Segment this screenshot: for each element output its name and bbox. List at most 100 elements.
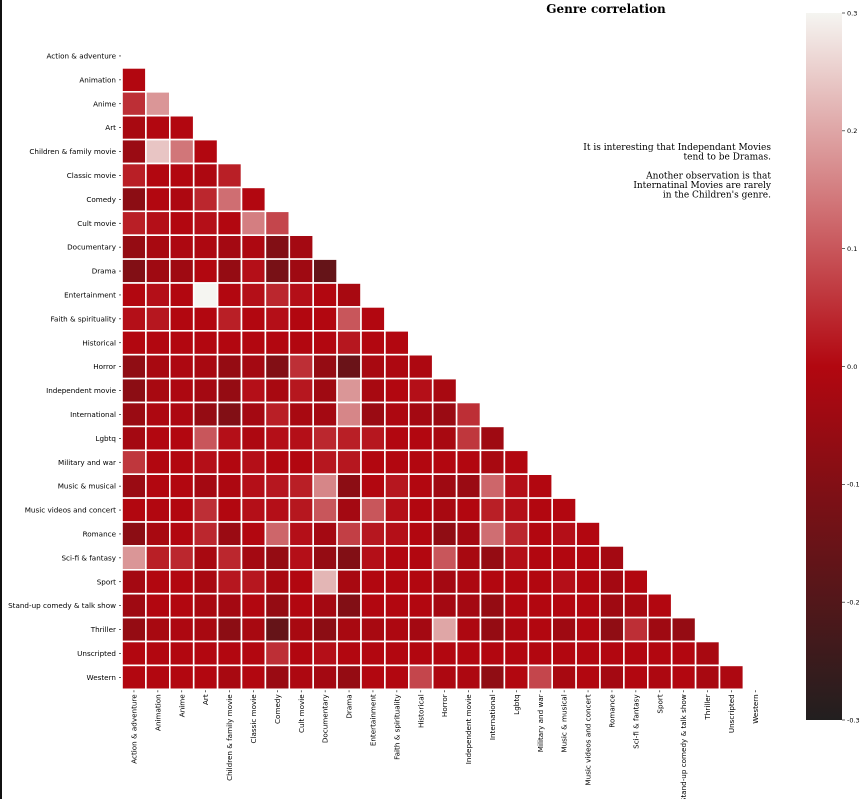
heatmap-cell-sci-fi-and-fantasy-x-independent-movie [455,545,482,571]
y-tick-label-independent-movie: Independent movie [46,386,116,395]
heatmap-cell-international-x-animation [145,401,171,428]
heatmap-cell-music-videos-and-concert-x-comedy [264,497,291,523]
heatmap-cell-drama-x-anime [169,258,195,284]
heatmap-cell-independent-movie-x-horror [431,377,458,404]
x-tick-label-action-and-adventure: Action & adventure [129,694,138,764]
heatmap-cell-international-x-children-and-family-movie [216,401,243,428]
heatmap-cell-thriller-x-sci-fi-and-fantasy [623,616,649,643]
heatmap-cell-cult-movie-x-anime [169,210,195,237]
heatmap-cell-international-x-anime [169,401,195,428]
heatmap-cell-military-and-war-x-independent-movie [455,449,482,475]
heatmap-cell-stand-up-comedy-and-talk-show-x-sci-fi-and-fantasy [623,592,649,619]
heatmap-cell-sport-x-animation [145,568,171,595]
heatmap-cell-military-and-war-x-faith-and-spirituality [384,449,410,475]
heatmap-cell-stand-up-comedy-and-talk-show-x-action-and-adventure [121,592,147,619]
y-tick-label-cult-movie: Cult movie [77,219,116,228]
heatmap-cell-horror-x-art [192,353,219,380]
heatmap-cell-thriller-x-drama [336,616,362,643]
heatmap-cell-romance-x-cult-movie [288,521,314,547]
heatmap-cell-western-x-cult-movie [288,664,314,691]
heatmap-cell-romance-x-children-and-family-movie [216,521,243,547]
heatmap-cell-classic-movie-x-animation [145,162,171,189]
heatmap-cell-sport-x-independent-movie [455,568,482,595]
heatmap-cell-sci-fi-and-fantasy-x-international [479,545,506,571]
heatmap-cell-sport-x-comedy [264,568,291,595]
heatmap-cell-music-and-musical-x-children-and-family-movie [216,473,243,499]
heatmap-cell-romance-x-faith-and-spirituality [384,521,410,547]
heatmap-cell-lgbtq-x-entertainment [360,425,386,452]
heatmap-cell-lgbtq-x-children-and-family-movie [216,425,243,452]
heatmap-cell-faith-and-spirituality-x-comedy [264,306,291,332]
colorbar-tick-label: -0.1 [847,481,860,489]
heatmap-cell-unscripted-x-art [192,640,219,667]
heatmap-cell-lgbtq-x-anime [169,425,195,452]
heatmap-cell-thriller-x-comedy [264,616,291,643]
y-tick-label-entertainment: Entertainment [64,290,116,299]
heatmap-cell-cult-movie-x-children-and-family-movie [216,210,243,237]
x-tick-label-sport: Sport [655,694,664,713]
heatmap-cell-stand-up-comedy-and-talk-show-x-art [192,592,219,619]
heatmap-cell-sport-x-music-and-musical [551,568,577,595]
heatmap-cell-unscripted-x-children-and-family-movie [216,640,243,667]
y-tick-label-documentary: Documentary [67,243,117,252]
heatmap-cell-documentary-x-art [192,234,219,260]
heatmap-cell-historical-x-action-and-adventure [121,329,147,356]
heatmap-cell-music-and-musical-x-documentary [312,473,338,499]
heatmap-cell-art-x-anime [169,114,195,141]
colorbar-tick-label: -0.2 [847,598,860,606]
heatmap-cell-children-and-family-movie-x-anime [169,138,195,165]
chart-title: Genre correlation [546,2,666,16]
heatmap-cell-military-and-war-x-art [192,449,219,475]
heatmap-cell-comedy-x-art [192,186,219,213]
heatmap-cell-unscripted-x-thriller [694,640,721,667]
heatmap-cell-historical-x-documentary [312,329,338,356]
heatmap-cell-unscripted-x-romance [599,640,625,667]
heatmap-cell-sport-x-sci-fi-and-fantasy [623,568,649,595]
heatmap-cell-military-and-war-x-entertainment [360,449,386,475]
heatmap-cell-western-x-action-and-adventure [121,664,147,691]
heatmap-cell-western-x-entertainment [360,664,386,691]
heatmap-cell-unscripted-x-sport [646,640,673,667]
y-tick-label-classic-movie: Classic movie [67,171,117,180]
heatmap-cell-documentary-x-animation [145,234,171,260]
heatmap-cell-music-and-musical-x-art [192,473,219,499]
heatmap-cell-music-and-musical-x-classic-movie [240,473,267,499]
heatmap-cell-unscripted-x-independent-movie [455,640,482,667]
heatmap-cell-independent-movie-x-documentary [312,377,338,404]
y-tick-label-international: International [70,410,116,419]
heatmap-cell-romance-x-music-videos-and-concert [575,521,601,547]
annotation-text: It is interesting that Independant Movie… [583,143,772,201]
heatmap-cell-lgbtq-x-art [192,425,219,452]
heatmap-cell-stand-up-comedy-and-talk-show-x-comedy [264,592,291,619]
heatmap-cell-independent-movie-x-animation [145,377,171,404]
heatmap-cell-music-and-musical-x-independent-movie [455,473,482,499]
heatmap-cell-sci-fi-and-fantasy-x-comedy [264,545,291,571]
x-tick-label-animation: Animation [153,694,162,731]
heatmap-cell-classic-movie-x-children-and-family-movie [216,162,243,189]
x-tick-label-comedy: Comedy [273,694,282,724]
x-tick-label-sci-fi-and-fantasy: Sci-fi & fantasy [631,694,640,749]
heatmap-cell-faith-and-spirituality-x-drama [336,306,362,332]
heatmap-cell-horror-x-children-and-family-movie [216,353,243,380]
heatmap-cell-lgbtq-x-independent-movie [455,425,482,452]
heatmap-cell-unscripted-x-comedy [264,640,291,667]
heatmap-cell-lgbtq-x-action-and-adventure [121,425,147,452]
heatmap-cell-horror-x-documentary [312,353,338,380]
x-tick-label-independent-movie: Independent movie [464,694,473,764]
heatmap-cell-independent-movie-x-entertainment [360,377,386,404]
heatmap-cell-stand-up-comedy-and-talk-show-x-classic-movie [240,592,267,619]
heatmap-cell-western-x-international [479,664,506,691]
heatmap-cell-sport-x-historical [407,568,434,595]
colorbar-tick-label: 0.3 [847,9,857,17]
heatmap-cell-western-x-romance [599,664,625,691]
heatmap-cell-lgbtq-x-comedy [264,425,291,452]
heatmap-cell-stand-up-comedy-and-talk-show-x-military-and-war [527,592,553,619]
heatmap-cell-historical-x-art [192,329,219,356]
heatmap-cell-sci-fi-and-fantasy-x-art [192,545,219,571]
heatmap-cell-romance-x-art [192,521,219,547]
annotation-line: in the Children's genre. [663,191,771,201]
heatmap-cell-unscripted-x-horror [431,640,458,667]
heatmap-cell-independent-movie-x-children-and-family-movie [216,377,243,404]
heatmap-cell-music-and-musical-x-historical [407,473,434,499]
heatmap-cell-independent-movie-x-art [192,377,219,404]
